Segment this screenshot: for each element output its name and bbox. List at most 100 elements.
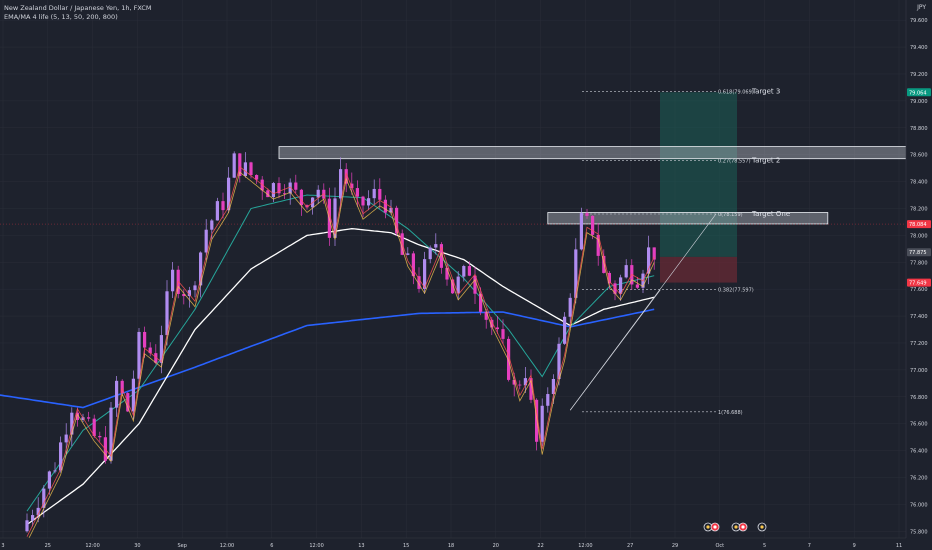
ma-line-ema13: [26, 171, 655, 543]
candle-body: [42, 488, 46, 508]
candle-body: [367, 198, 371, 206]
price-tick-label: 78.200: [910, 206, 928, 212]
candle-body: [579, 213, 583, 250]
candle-body: [557, 343, 561, 379]
price-axis-bg: [906, 0, 932, 550]
candle-body: [439, 244, 443, 268]
price-tick-label: 78.800: [910, 126, 928, 132]
price-tick-label: 77.200: [910, 341, 928, 347]
candle-body: [249, 162, 253, 175]
candle-body: [171, 269, 175, 292]
price-tick-label: 79.200: [910, 72, 928, 78]
candle-body: [372, 188, 376, 199]
candle-body: [120, 380, 124, 394]
event-icon: [731, 522, 741, 532]
time-tick-label: 6: [270, 543, 273, 549]
indicator-label[interactable]: EMA/MA 4 life (5, 13, 50, 200, 800): [4, 13, 118, 21]
price-badge: [907, 248, 931, 257]
candle-body: [647, 247, 651, 274]
price-badge-label: 77.875: [909, 250, 927, 256]
candle-body: [585, 213, 589, 216]
price-badge-label: 79.064: [909, 90, 927, 96]
time-tick-label: 12:00: [220, 543, 234, 549]
candle-body: [361, 196, 365, 206]
candle-body: [501, 329, 505, 339]
event-dot: [760, 525, 764, 529]
candle-body: [535, 399, 539, 442]
ma-line-ma200: [26, 228, 655, 526]
candle-body: [316, 189, 320, 198]
candle-body: [299, 189, 303, 206]
candle-body: [591, 215, 595, 235]
price-badge: [907, 88, 931, 97]
candle-body: [148, 347, 152, 354]
candle-body: [411, 253, 415, 277]
candle-body: [507, 338, 511, 380]
candle-body: [271, 183, 275, 198]
time-tick-label: 15: [403, 543, 409, 549]
candle-body: [98, 435, 102, 438]
candle-body: [210, 220, 214, 230]
price-tick-label: 77.800: [910, 260, 928, 266]
time-tick-label: 5: [763, 543, 766, 549]
symbol-title[interactable]: New Zealand Dollar / Japanese Yen, 1h, F…: [4, 4, 152, 12]
price-tick-label: 76.400: [910, 449, 928, 455]
candle-body: [607, 272, 611, 284]
price-badge: [907, 220, 931, 229]
price-badge-label: 77.649: [909, 281, 927, 287]
candle-body: [59, 442, 63, 471]
candle-body: [512, 379, 516, 385]
candle-body: [467, 266, 471, 276]
candle-body: [568, 297, 572, 317]
candle-body: [227, 177, 231, 211]
candle-body: [137, 331, 141, 379]
time-tick-label: 12:00: [309, 543, 323, 549]
price-tick-label: 78.600: [910, 153, 928, 159]
candle-body: [154, 353, 158, 363]
ma-line-ema5: [26, 166, 655, 537]
price-tick-label: 78.000: [910, 233, 928, 239]
time-tick-label: 3: [1, 543, 4, 549]
candle-body: [462, 266, 466, 277]
candle-body: [243, 162, 247, 177]
stop-zone: [660, 256, 737, 283]
candle-body: [53, 470, 57, 472]
candle-body: [305, 205, 309, 208]
candle-body: [165, 291, 169, 336]
candle-body: [204, 229, 208, 253]
candle-body: [473, 275, 477, 294]
candle-body: [288, 182, 292, 194]
price-tick-label: 77.400: [910, 314, 928, 320]
price-tick-label: 76.000: [910, 502, 928, 508]
candle-body: [182, 293, 186, 297]
candle-body: [333, 198, 337, 238]
candle-body: [546, 394, 550, 406]
candle-body: [523, 378, 527, 386]
candle-body: [25, 520, 29, 532]
candle-body: [635, 284, 639, 288]
fib-level-label: 0.27(78.557): [718, 158, 751, 164]
candle-body: [339, 169, 343, 199]
candle-body: [428, 247, 432, 260]
fib-anchor-line: [569, 213, 717, 411]
fib-level-label: 0.618(79.069): [718, 90, 754, 96]
time-tick-label: 13: [358, 543, 364, 549]
candle-body: [395, 207, 399, 234]
event-icon: [757, 522, 767, 532]
time-tick-label: Oct: [715, 543, 724, 549]
candle-body: [238, 153, 242, 177]
candle-body: [36, 507, 40, 516]
target-label: Target 3: [751, 88, 780, 96]
candle-body: [456, 276, 460, 294]
price-tick-label: 78.400: [910, 180, 928, 186]
event-dot: [734, 525, 738, 529]
candle-body: [159, 335, 163, 363]
candle-body: [518, 384, 522, 386]
candle-body: [445, 267, 449, 280]
time-tick-label: 9: [853, 543, 856, 549]
candle-body: [81, 417, 85, 420]
currency-label: JPY: [917, 4, 926, 11]
candle-body: [221, 201, 225, 211]
candle-body: [495, 327, 499, 330]
